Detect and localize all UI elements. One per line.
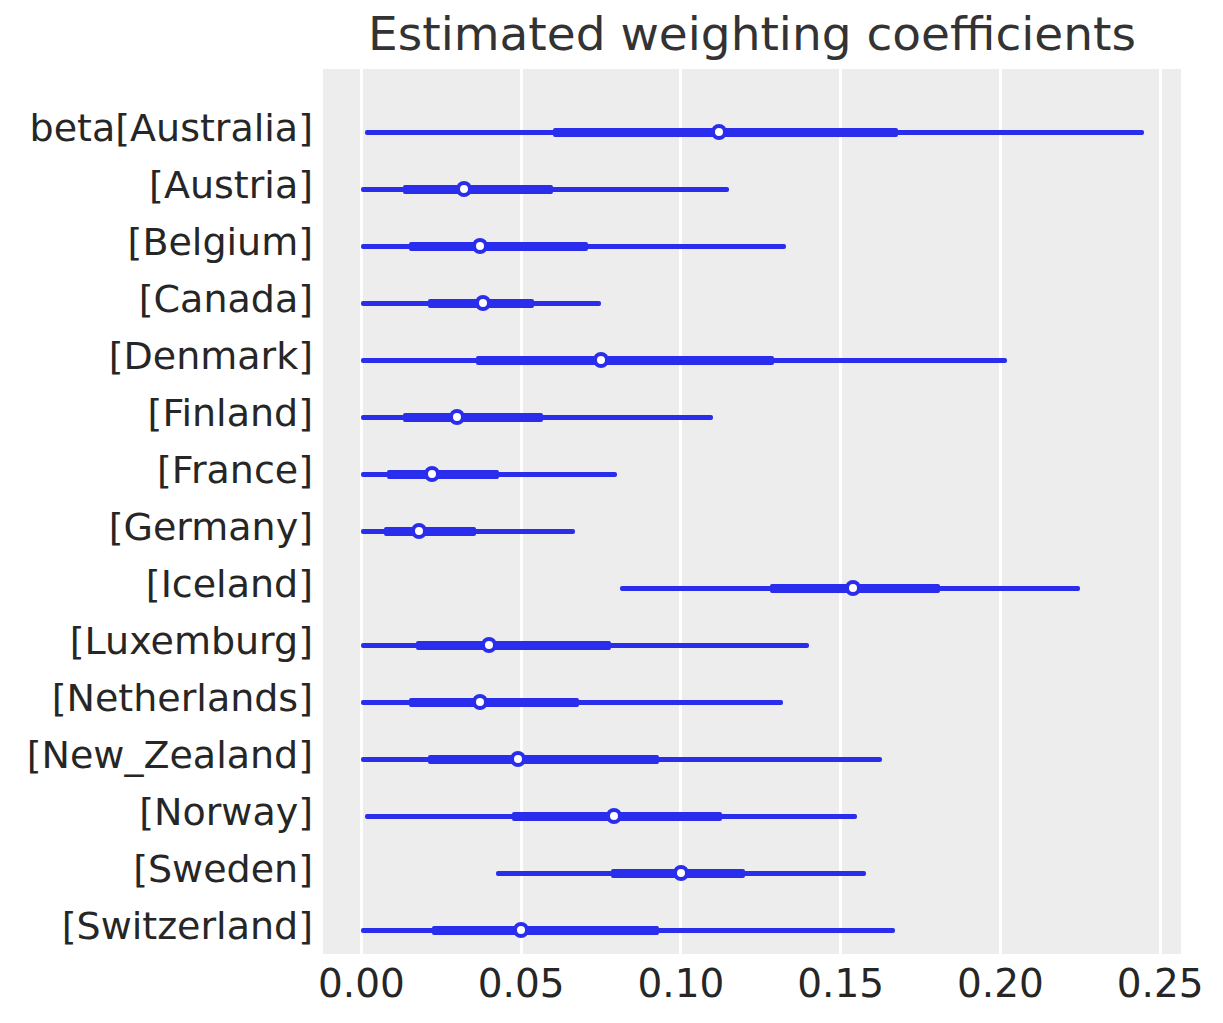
- y-tick-label: [Netherlands]: [0, 676, 313, 720]
- gridline: [1159, 69, 1162, 954]
- credible-interval-inner-line: [387, 470, 499, 479]
- point-estimate-marker: [411, 523, 427, 539]
- point-estimate-marker: [472, 694, 488, 710]
- y-tick-label: [Austria]: [0, 163, 313, 207]
- point-estimate-marker: [845, 580, 861, 596]
- credible-interval-inner-line: [416, 641, 611, 650]
- credible-interval-inner-line: [403, 413, 544, 422]
- point-estimate-marker: [593, 352, 609, 368]
- y-tick-label: [Canada]: [0, 277, 313, 321]
- point-estimate-marker: [449, 409, 465, 425]
- point-estimate-marker: [711, 124, 727, 140]
- gridline: [520, 69, 523, 954]
- point-estimate-marker: [510, 751, 526, 767]
- y-tick-label: [Norway]: [0, 790, 313, 834]
- y-tick-label: [Luxemburg]: [0, 619, 313, 663]
- x-tick-label: 0.25: [1080, 961, 1223, 1006]
- credible-interval-inner-line: [409, 698, 578, 707]
- point-estimate-marker: [456, 181, 472, 197]
- y-tick-label: beta[Australia]: [0, 106, 313, 150]
- y-tick-label: [Denmark]: [0, 334, 313, 378]
- gridline: [839, 69, 842, 954]
- credible-interval-inner-line: [476, 356, 773, 365]
- x-tick-label: 0.00: [281, 961, 441, 1006]
- y-tick-label: [New_Zealand]: [0, 733, 313, 777]
- credible-interval-inner-line: [403, 185, 553, 194]
- credible-interval-inner-line: [428, 755, 658, 764]
- y-tick-label: [Finland]: [0, 391, 313, 435]
- plot-area: [323, 69, 1181, 954]
- point-estimate-marker: [513, 922, 529, 938]
- y-tick-label: [Sweden]: [0, 847, 313, 891]
- point-estimate-marker: [481, 637, 497, 653]
- y-tick-label: [Belgium]: [0, 220, 313, 264]
- gridline: [999, 69, 1002, 954]
- credible-interval-inner-line: [409, 242, 588, 251]
- y-tick-label: [Switzerland]: [0, 904, 313, 948]
- forest-plot-figure: Estimated weighting coefficients beta[Au…: [0, 0, 1223, 1023]
- gridline: [679, 69, 682, 954]
- credible-interval-inner-line: [432, 926, 659, 935]
- chart-title: Estimated weighting coefficients: [323, 6, 1181, 61]
- x-tick-label: 0.05: [441, 961, 601, 1006]
- credible-interval-inner-line: [384, 527, 477, 536]
- point-estimate-marker: [673, 865, 689, 881]
- x-tick-label: 0.15: [761, 961, 921, 1006]
- point-estimate-marker: [472, 238, 488, 254]
- y-tick-label: [Iceland]: [0, 562, 313, 606]
- y-tick-label: [France]: [0, 448, 313, 492]
- x-tick-label: 0.10: [601, 961, 761, 1006]
- point-estimate-marker: [424, 466, 440, 482]
- gridline: [360, 69, 363, 954]
- point-estimate-marker: [606, 808, 622, 824]
- x-tick-label: 0.20: [920, 961, 1080, 1006]
- point-estimate-marker: [475, 295, 491, 311]
- y-tick-label: [Germany]: [0, 505, 313, 549]
